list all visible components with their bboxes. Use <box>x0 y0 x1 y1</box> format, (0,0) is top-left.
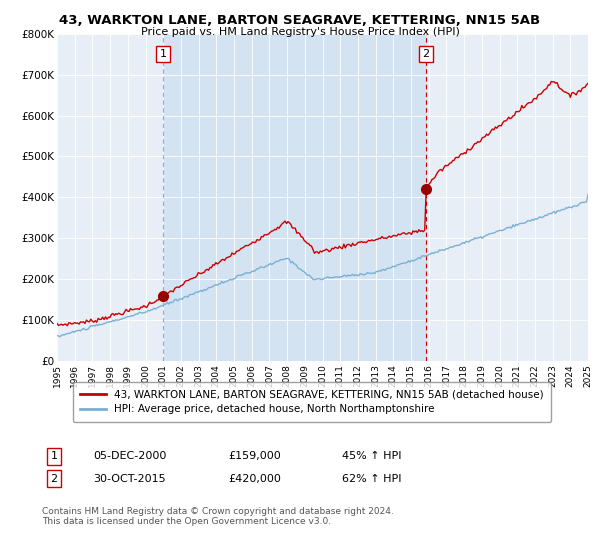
Text: 45% ↑ HPI: 45% ↑ HPI <box>342 451 401 461</box>
Text: 30-OCT-2015: 30-OCT-2015 <box>93 474 166 484</box>
Bar <box>163 34 425 361</box>
Text: 2: 2 <box>50 474 58 484</box>
Text: 2: 2 <box>422 49 429 59</box>
Legend: 43, WARKTON LANE, BARTON SEAGRAVE, KETTERING, NN15 5AB (detached house), HPI: Av: 43, WARKTON LANE, BARTON SEAGRAVE, KETTE… <box>73 382 551 422</box>
Text: Contains HM Land Registry data © Crown copyright and database right 2024.
This d: Contains HM Land Registry data © Crown c… <box>42 507 394 526</box>
Text: Price paid vs. HM Land Registry's House Price Index (HPI): Price paid vs. HM Land Registry's House … <box>140 27 460 37</box>
Text: £420,000: £420,000 <box>228 474 281 484</box>
Text: 1: 1 <box>50 451 58 461</box>
Text: 1: 1 <box>160 49 167 59</box>
Text: 43, WARKTON LANE, BARTON SEAGRAVE, KETTERING, NN15 5AB: 43, WARKTON LANE, BARTON SEAGRAVE, KETTE… <box>59 14 541 27</box>
Text: 62% ↑ HPI: 62% ↑ HPI <box>342 474 401 484</box>
Text: 05-DEC-2000: 05-DEC-2000 <box>93 451 166 461</box>
Text: £159,000: £159,000 <box>228 451 281 461</box>
